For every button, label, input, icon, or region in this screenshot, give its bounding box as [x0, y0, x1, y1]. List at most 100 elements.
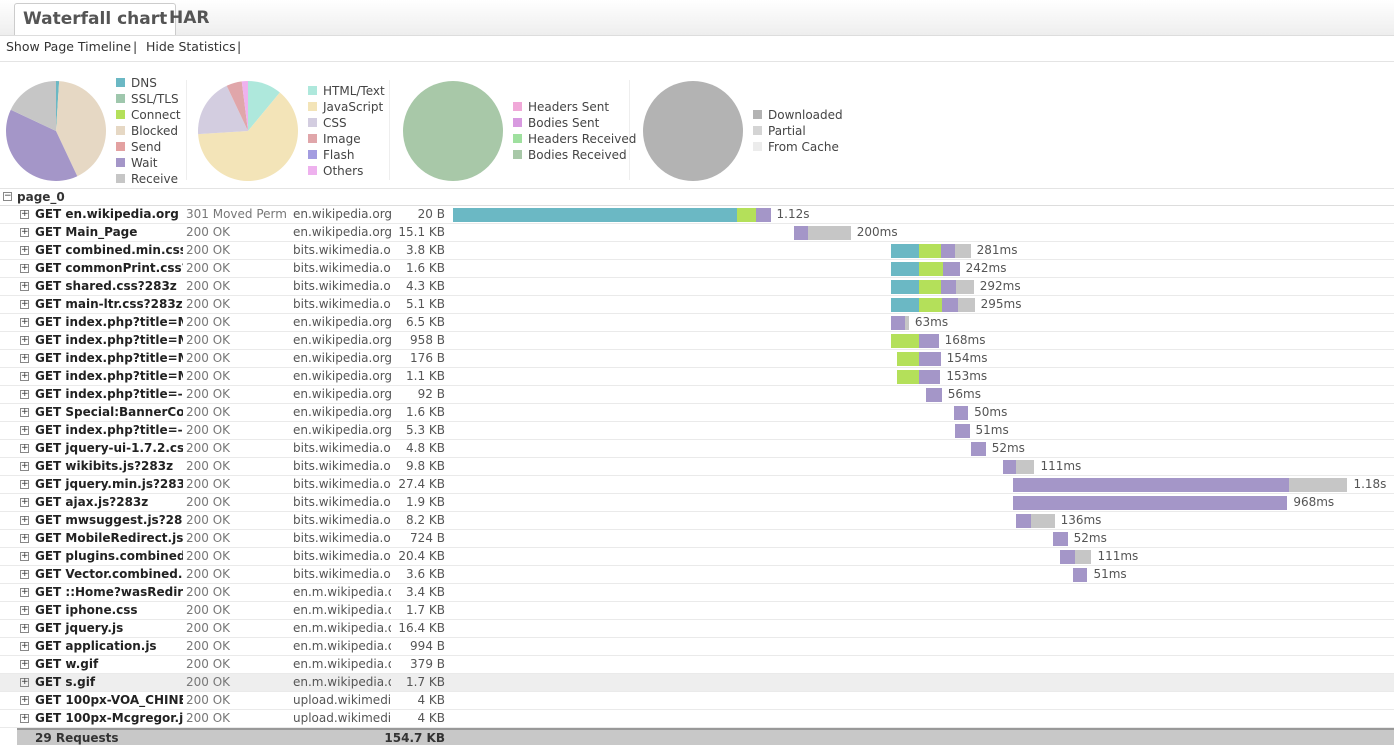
request-row[interactable]: + GET iphone.css 200 OK en.m.wikipedia.org 1…: [0, 602, 1394, 620]
request-row[interactable]: + GET application.js 200 OK en.m.wikipedia.…: [0, 638, 1394, 656]
expand-icon[interactable]: +: [20, 515, 29, 525]
pie-slice: [56, 81, 60, 131]
expand-icon[interactable]: +: [20, 461, 29, 471]
expand-icon[interactable]: +: [20, 263, 29, 273]
collapse-icon[interactable]: −: [3, 191, 12, 201]
timing-bar: [891, 262, 920, 276]
expand-icon[interactable]: +: [20, 659, 29, 669]
legend-label: Send: [131, 140, 161, 154]
expand-icon[interactable]: +: [20, 623, 29, 633]
duration: 111ms: [1097, 549, 1139, 563]
toolbar-link[interactable]: Show Page Timeline: [6, 39, 132, 54]
request-row[interactable]: + GET index.php?title=-8 200 OK en.wikipedi…: [0, 422, 1394, 440]
request-name: GET Special:BannerCont: [35, 405, 183, 419]
tab[interactable]: HAR: [169, 8, 210, 28]
domain: upload.wikimedia.org: [293, 711, 391, 725]
timing-bar: [891, 298, 920, 312]
size: 4.8 KB: [406, 441, 445, 455]
legend-label: Connect: [131, 108, 181, 122]
expand-icon[interactable]: +: [20, 407, 29, 417]
status: 200 OK: [186, 243, 231, 257]
expand-icon[interactable]: +: [20, 227, 29, 237]
request-row[interactable]: + GET index.php?title=M 200 OK en.wikipedia…: [0, 368, 1394, 386]
expand-icon[interactable]: +: [20, 479, 29, 489]
domain: en.wikipedia.org: [293, 351, 391, 365]
request-name: GET combined.min.css?: [35, 243, 183, 257]
expand-icon[interactable]: +: [20, 569, 29, 579]
request-row[interactable]: + GET Special:BannerCont 200 OK en.wikipedi…: [0, 404, 1394, 422]
duration: 281ms: [976, 243, 1018, 257]
page-label[interactable]: page_0: [17, 190, 65, 204]
request-row[interactable]: + GET index.php?title=M 200 OK en.wikipedia…: [0, 332, 1394, 350]
request-name: GET 100px-Mcgregor.jp: [35, 711, 183, 725]
request-row[interactable]: + GET mwsuggest.js?283 200 OK bits.wikimedi…: [0, 512, 1394, 530]
status: 200 OK: [186, 387, 231, 401]
size: 3.4 KB: [406, 585, 445, 599]
request-row[interactable]: + GET shared.css?283z 200 OK bits.wikimedia…: [0, 278, 1394, 296]
expand-icon[interactable]: +: [20, 641, 29, 651]
request-row[interactable]: + GET commonPrint.css?2 200 OK bits.wikimed…: [0, 260, 1394, 278]
expand-icon[interactable]: +: [20, 443, 29, 453]
expand-icon[interactable]: +: [20, 605, 29, 615]
expand-icon[interactable]: +: [20, 281, 29, 291]
expand-icon[interactable]: +: [20, 497, 29, 507]
request-row[interactable]: + GET ajax.js?283z 200 OK bits.wikimedia.or…: [0, 494, 1394, 512]
expand-icon[interactable]: +: [20, 425, 29, 435]
expand-icon[interactable]: +: [20, 335, 29, 345]
expand-icon[interactable]: +: [20, 245, 29, 255]
request-row[interactable]: + GET main-ltr.css?283z 200 OK bits.wikimed…: [0, 296, 1394, 314]
domain: bits.wikimedia.org: [293, 477, 391, 491]
expand-icon[interactable]: +: [20, 533, 29, 543]
expand-icon[interactable]: +: [20, 695, 29, 705]
request-row[interactable]: + GET en.wikipedia.org 301 Moved Perma en.w…: [0, 206, 1394, 224]
expand-icon[interactable]: +: [20, 353, 29, 363]
size: 4.3 KB: [406, 279, 445, 293]
timing-bar: [736, 208, 757, 222]
status: 200 OK: [186, 711, 231, 725]
request-row[interactable]: + GET index.php?title=M 200 OK en.wikipedia…: [0, 314, 1394, 332]
request-row[interactable]: + GET 100px-VOA_CHINE 200 OK upload.wikimed…: [0, 692, 1394, 710]
toolbar-link[interactable]: Hide Statistics: [146, 39, 236, 54]
request-row[interactable]: + GET 100px-Mcgregor.jp 200 OK upload.wikim…: [0, 710, 1394, 728]
request-row[interactable]: + GET index.php?title=M 200 OK en.wikipedia…: [0, 350, 1394, 368]
duration: 136ms: [1060, 513, 1102, 527]
expand-icon[interactable]: +: [20, 299, 29, 309]
duration: 200ms: [856, 225, 898, 239]
request-row[interactable]: + GET combined.min.css? 200 OK bits.wikimed…: [0, 242, 1394, 260]
request-row[interactable]: + GET index.php?title=-8 200 OK en.wikipedi…: [0, 386, 1394, 404]
request-row[interactable]: + GET wikibits.js?283z 200 OK bits.wikimedi…: [0, 458, 1394, 476]
timing-bar: [956, 280, 974, 294]
expand-icon[interactable]: +: [20, 587, 29, 597]
request-name: GET iphone.css: [35, 603, 138, 617]
expand-icon[interactable]: +: [20, 677, 29, 687]
legend-swatch: [116, 94, 125, 103]
expand-icon[interactable]: +: [20, 209, 29, 219]
timing-bar: [891, 316, 906, 330]
request-row[interactable]: + GET Vector.combined.m 200 OK bits.wikimed…: [0, 566, 1394, 584]
expand-icon[interactable]: +: [20, 317, 29, 327]
domain: bits.wikimedia.org: [293, 567, 391, 581]
request-row[interactable]: + GET w.gif 200 OK en.m.wikipedia.org 379 B: [0, 656, 1394, 674]
domain: en.wikipedia.org: [293, 405, 391, 419]
request-row[interactable]: + GET ::Home?wasRedirec 200 OK en.m.wikiped…: [0, 584, 1394, 602]
domain: en.wikipedia.org: [293, 315, 391, 329]
expand-icon[interactable]: +: [20, 551, 29, 561]
request-row[interactable]: + GET jquery.min.js?283z 200 OK bits.wikime…: [0, 476, 1394, 494]
request-name: GET Main_Page: [35, 225, 138, 239]
request-row[interactable]: + GET jquery.js 200 OK en.m.wikipedia.org 16…: [0, 620, 1394, 638]
request-row[interactable]: + GET MobileRedirect.js? 200 OK bits.wikime…: [0, 530, 1394, 548]
request-row[interactable]: + GET plugins.combined. 200 OK bits.wikimed…: [0, 548, 1394, 566]
expand-icon[interactable]: +: [20, 389, 29, 399]
legend-label: Headers Sent: [528, 100, 609, 114]
legend-label: HTML/Text: [323, 84, 385, 98]
expand-icon[interactable]: +: [20, 371, 29, 381]
size: 1.7 KB: [406, 603, 445, 617]
request-row[interactable]: + GET jquery-ui-1.7.2.css 200 OK bits.wikim…: [0, 440, 1394, 458]
request-name: GET jquery-ui-1.7.2.css: [35, 441, 183, 455]
expand-icon[interactable]: +: [20, 713, 29, 723]
tab[interactable]: Waterfall chart: [14, 3, 177, 35]
request-row[interactable]: + GET Main_Page 200 OK en.wikipedia.org 15.1…: [0, 224, 1394, 242]
legend-swatch: [753, 110, 762, 119]
status: 200 OK: [186, 693, 231, 707]
request-row[interactable]: + GET s.gif 200 OK en.m.wikipedia.org 1.7 KB: [0, 674, 1394, 692]
